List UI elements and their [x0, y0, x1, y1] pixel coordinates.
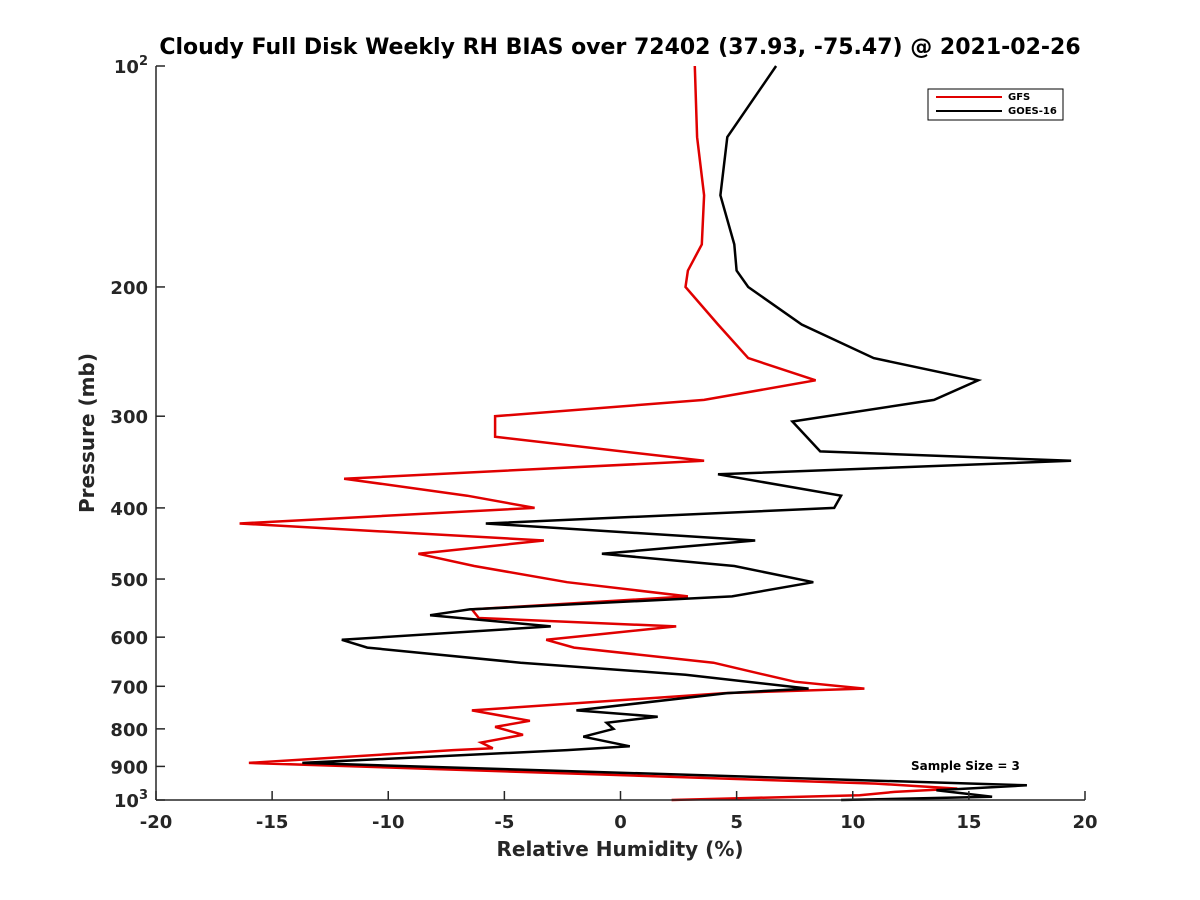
- x-tick-label: 15: [956, 812, 981, 833]
- sample-size-annotation: Sample Size = 3: [911, 759, 1020, 773]
- x-tick-label: -10: [372, 812, 405, 833]
- y-tick-label: 200: [110, 278, 148, 299]
- legend-label-gfs: GFS: [1008, 92, 1030, 103]
- y-tick-label: 600: [110, 628, 148, 649]
- y-ticks: 102 200 300 400 500 600 700 800 900 103: [110, 54, 165, 812]
- legend-label-goes16: GOES-16: [1008, 106, 1057, 117]
- plot-area: [239, 65, 1072, 802]
- y-axis-label: Pressure (mb): [75, 353, 99, 513]
- x-ticks: -20 -15 -10 -5 0 5 10 15 20: [140, 791, 1098, 833]
- y-tick-label: 800: [110, 720, 148, 741]
- y-tick-label: 102: [114, 54, 148, 78]
- x-tick-label: -5: [494, 812, 514, 833]
- x-tick-label: 0: [614, 812, 627, 833]
- x-axis-label: Relative Humidity (%): [496, 837, 743, 861]
- x-tick-label: 5: [730, 812, 743, 833]
- x-tick-label: 20: [1072, 812, 1097, 833]
- y-tick-label: 103: [114, 788, 148, 812]
- legend-box: [927, 88, 1064, 121]
- series-line-goes16: [302, 65, 1072, 802]
- legend: GFS GOES-16: [927, 88, 1064, 121]
- x-tick-label: -15: [256, 812, 289, 833]
- chart-title: Cloudy Full Disk Weekly RH BIAS over 724…: [159, 35, 1080, 60]
- y-tick-label: 700: [110, 677, 148, 698]
- x-tick-label: -20: [140, 812, 173, 833]
- y-tick-label: 500: [110, 570, 148, 591]
- y-tick-label: 400: [110, 499, 148, 520]
- y-tick-label: 300: [110, 407, 148, 428]
- x-tick-label: 10: [840, 812, 865, 833]
- y-tick-label: 900: [110, 757, 148, 778]
